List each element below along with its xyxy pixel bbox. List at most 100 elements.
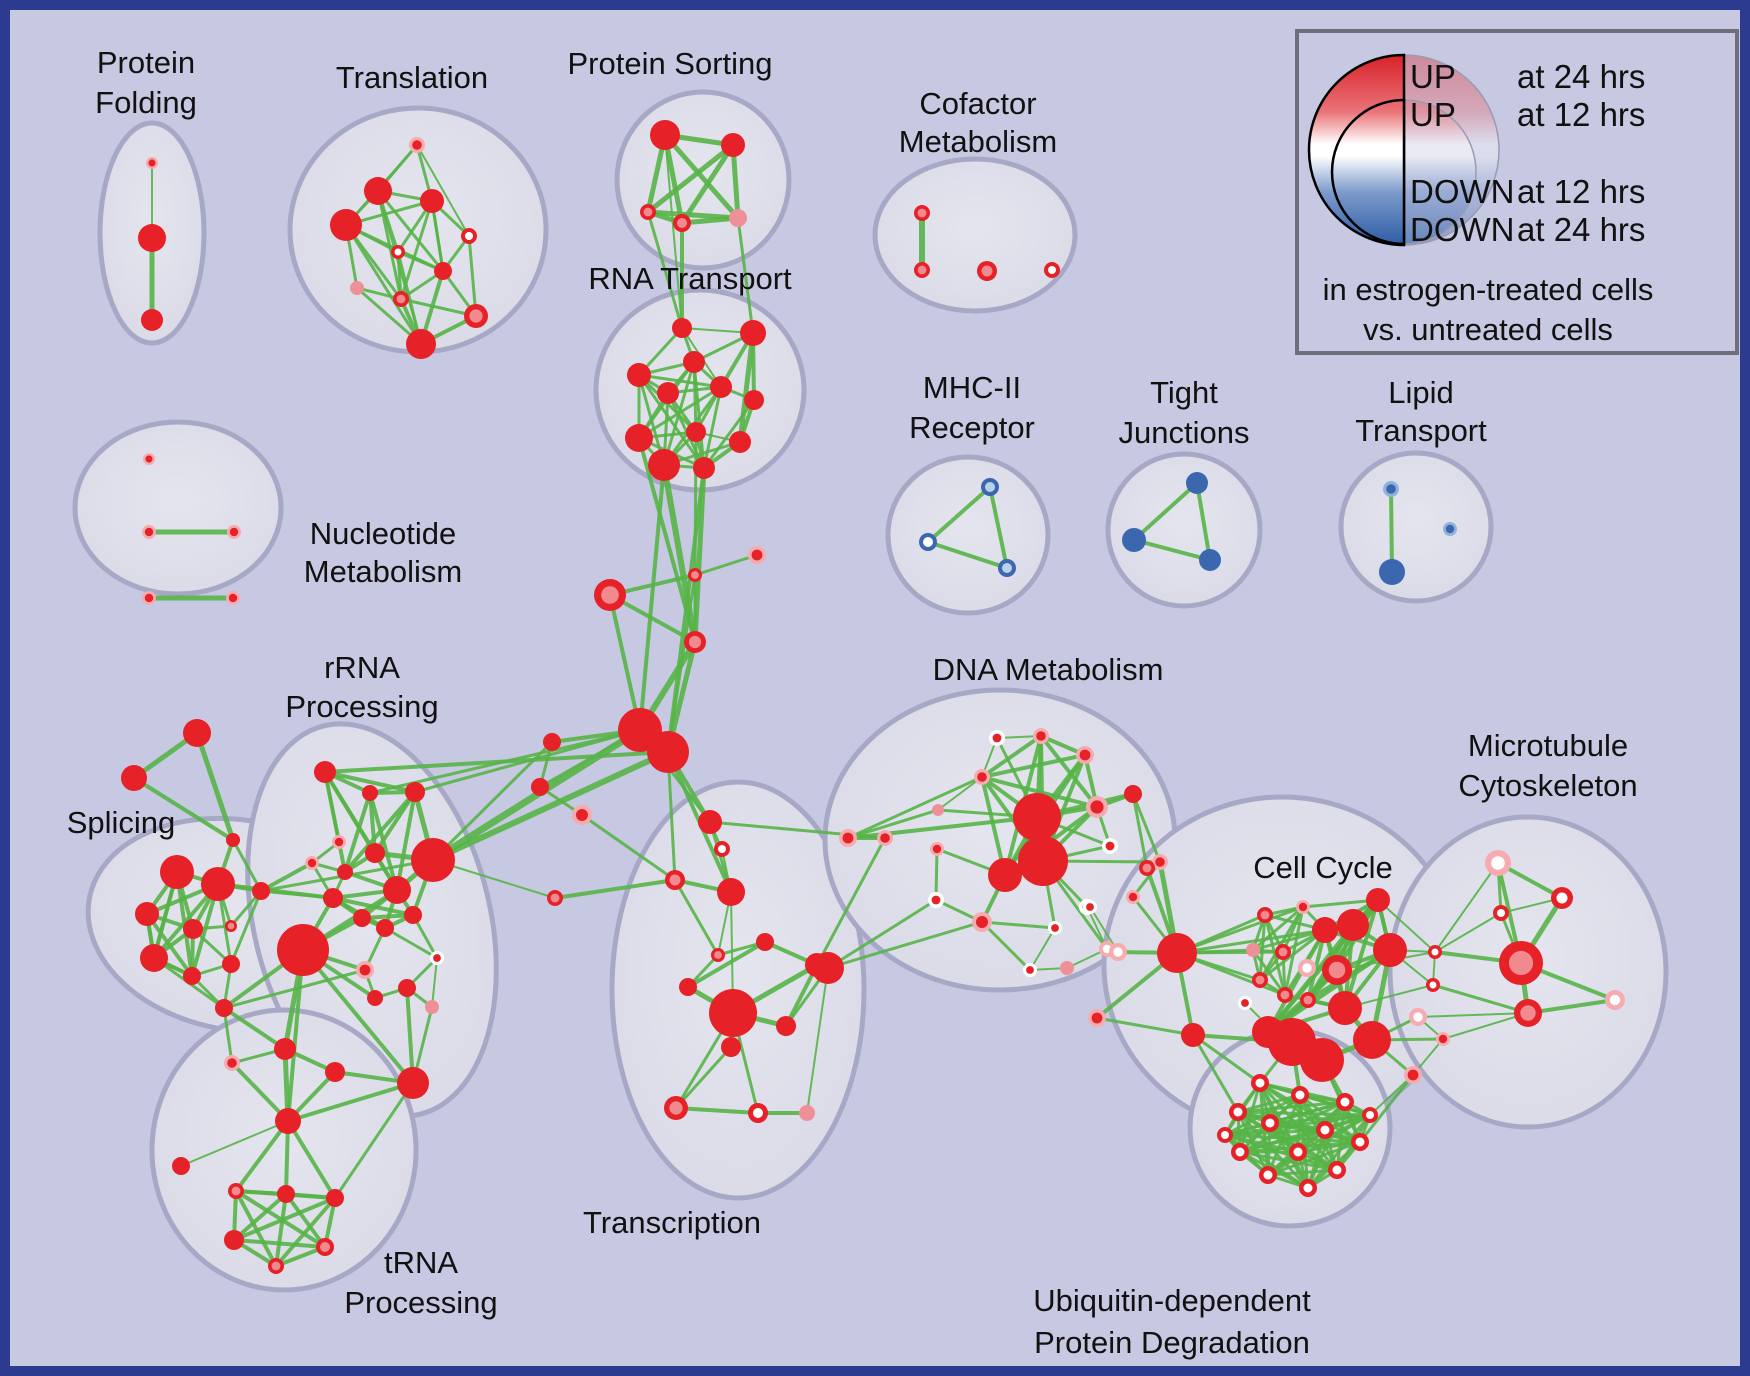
network-node-r[interactable] (383, 876, 411, 904)
network-node-hw[interactable] (1083, 900, 1097, 914)
network-node-hp[interactable] (839, 829, 857, 847)
network-node-r[interactable] (183, 967, 201, 985)
network-node-rw[interactable] (461, 228, 477, 244)
network-node-rp[interactable] (1139, 860, 1155, 876)
network-node-r[interactable] (135, 902, 159, 926)
network-node-r[interactable] (420, 189, 444, 213)
network-node-r[interactable] (1373, 933, 1407, 967)
network-node-r[interactable] (1328, 991, 1362, 1025)
network-node-hp[interactable] (1086, 796, 1108, 818)
network-node-r[interactable] (222, 955, 240, 973)
network-node-pk[interactable] (799, 1105, 815, 1121)
network-node-hw[interactable] (1048, 921, 1062, 935)
network-node-r[interactable] (729, 431, 751, 453)
network-node-rw[interactable] (1229, 1103, 1247, 1121)
network-node-bh[interactable] (1383, 481, 1399, 497)
network-node-hw[interactable] (1023, 963, 1037, 977)
network-node-r[interactable] (717, 878, 745, 906)
network-node-r[interactable] (698, 810, 722, 834)
network-node-rw[interactable] (1493, 905, 1509, 921)
network-node-r[interactable] (650, 120, 680, 150)
network-node-hp[interactable] (572, 805, 592, 825)
network-node-hp[interactable] (226, 591, 240, 605)
network-node-rp[interactable] (464, 304, 488, 328)
network-node-hp[interactable] (930, 842, 944, 856)
network-node-rp[interactable] (664, 1096, 688, 1120)
network-node-r[interactable] (405, 782, 425, 802)
network-node-r[interactable] (201, 867, 235, 901)
network-node-hp[interactable] (332, 835, 346, 849)
network-node-rp[interactable] (684, 631, 706, 653)
network-node-hp[interactable] (1296, 900, 1310, 914)
network-node-r[interactable] (1337, 909, 1369, 941)
network-node-r[interactable] (1366, 888, 1390, 912)
network-node-r[interactable] (398, 979, 416, 997)
network-node-r[interactable] (140, 944, 168, 972)
network-node-r[interactable] (330, 209, 362, 241)
network-node-hp[interactable] (974, 769, 990, 785)
network-node-rp[interactable] (228, 1183, 244, 1199)
network-node-rp[interactable] (1499, 941, 1543, 985)
network-node-rp[interactable] (1300, 992, 1316, 1008)
network-node-bl[interactable] (998, 559, 1016, 577)
network-node-rw[interactable] (1231, 1143, 1249, 1161)
network-node-phw[interactable] (1605, 990, 1625, 1010)
network-node-r[interactable] (543, 733, 561, 751)
network-node-r[interactable] (1353, 1021, 1391, 1059)
network-node-hp[interactable] (1088, 1009, 1106, 1027)
network-node-rp[interactable] (1252, 972, 1268, 988)
network-node-r[interactable] (411, 838, 455, 882)
network-node-rp[interactable] (688, 568, 702, 582)
network-node-r[interactable] (226, 833, 240, 847)
network-node-hp[interactable] (224, 1055, 240, 1071)
network-node-r[interactable] (138, 224, 166, 252)
network-node-hw[interactable] (989, 730, 1005, 746)
network-node-pk[interactable] (1246, 943, 1260, 957)
network-node-hp[interactable] (1436, 1032, 1450, 1046)
network-node-pk[interactable] (350, 281, 364, 295)
network-node-r[interactable] (988, 858, 1022, 892)
network-node-r[interactable] (325, 1062, 345, 1082)
network-node-hp[interactable] (1126, 890, 1140, 904)
network-node-rp[interactable] (665, 870, 685, 890)
network-node-r[interactable] (1013, 793, 1061, 841)
network-node-rw[interactable] (1426, 978, 1440, 992)
network-node-hp[interactable] (972, 912, 992, 932)
network-node-r[interactable] (1300, 1038, 1344, 1082)
network-node-rw[interactable] (1428, 945, 1442, 959)
network-node-hp[interactable] (146, 157, 158, 169)
network-node-bl[interactable] (981, 478, 999, 496)
network-node-r[interactable] (183, 919, 203, 939)
network-node-r[interactable] (625, 424, 653, 452)
network-node-r[interactable] (1157, 933, 1197, 973)
network-node-r[interactable] (183, 719, 211, 747)
network-node-r[interactable] (657, 382, 679, 404)
network-node-r[interactable] (434, 262, 452, 280)
network-node-phw[interactable] (1109, 943, 1127, 961)
network-node-bh[interactable] (1443, 522, 1457, 536)
network-node-r[interactable] (362, 785, 378, 801)
network-node-r[interactable] (406, 329, 436, 359)
network-node-r[interactable] (721, 133, 745, 157)
network-node-hp[interactable] (1152, 854, 1168, 870)
network-node-hp[interactable] (1404, 1066, 1422, 1084)
network-node-r[interactable] (141, 309, 163, 331)
network-node-phw[interactable] (1298, 959, 1316, 977)
network-node-r[interactable] (686, 422, 706, 442)
network-node-rw[interactable] (1328, 1161, 1346, 1179)
network-node-r[interactable] (160, 855, 194, 889)
network-node-hp[interactable] (1033, 728, 1049, 744)
network-node-r[interactable] (709, 989, 757, 1037)
network-node-r[interactable] (627, 363, 651, 387)
network-node-rw[interactable] (1044, 262, 1060, 278)
network-node-rp[interactable] (594, 579, 626, 611)
network-node-rw[interactable] (1261, 1114, 1279, 1132)
network-node-r[interactable] (365, 843, 385, 863)
network-node-r[interactable] (274, 1038, 296, 1060)
network-node-r[interactable] (721, 1037, 741, 1057)
network-node-r[interactable] (323, 888, 343, 908)
network-node-r[interactable] (353, 909, 371, 927)
network-node-rp[interactable] (673, 214, 691, 232)
network-node-phw[interactable] (1409, 1008, 1427, 1026)
network-node-rw[interactable] (1251, 1074, 1269, 1092)
